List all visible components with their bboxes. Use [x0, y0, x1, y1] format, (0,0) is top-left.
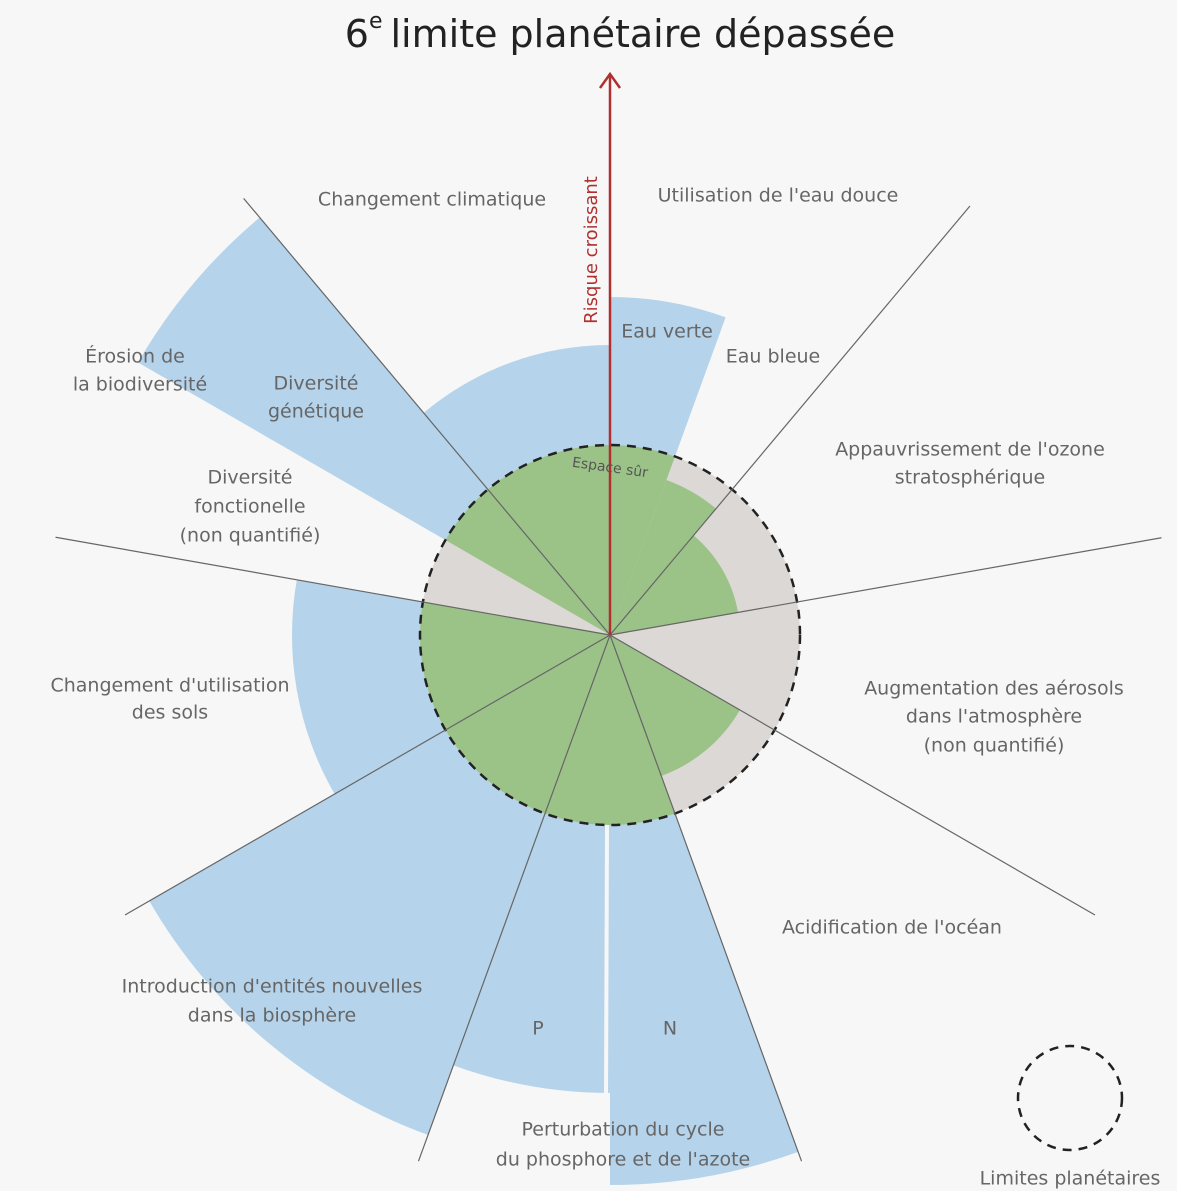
safe-wedge: [420, 602, 610, 730]
spoke: [609, 205, 971, 636]
boundary-label: (non quantifié): [924, 735, 1065, 757]
safe-wedge: [445, 489, 610, 635]
boundary-label: Utilisation de l'eau douce: [658, 185, 899, 207]
boundary-label: Perturbation du cycle: [522, 1119, 725, 1141]
sub-label: Eau bleue: [726, 346, 821, 368]
boundary-label: Acidification de l'océan: [782, 917, 1002, 939]
spoke: [124, 634, 611, 916]
legend-label: Limites planétaires: [980, 1168, 1161, 1190]
sub-label: (non quantifié): [180, 525, 321, 547]
title-number: 6: [345, 12, 369, 56]
legend-symbol: [1016, 1044, 1124, 1152]
spoke: [55, 536, 611, 636]
axis-label: Risque croissant: [581, 176, 602, 324]
boundary-label: du phosphore et de l'azote: [496, 1149, 750, 1171]
spoke: [609, 634, 1096, 916]
sub-label: génétique: [268, 401, 364, 423]
sub-label: Eau verte: [621, 321, 713, 343]
sub-label: N: [663, 1018, 677, 1040]
spoke: [417, 634, 611, 1162]
gap-line: [604, 824, 609, 1101]
sub-label: Diversité: [208, 467, 293, 489]
safe-wedge: [445, 635, 610, 814]
safe-wedge: [610, 479, 717, 635]
title-suffix: e: [369, 9, 383, 34]
safe-wedge: [487, 445, 610, 635]
risk-arrow-head: [598, 71, 622, 89]
spoke: [609, 537, 1162, 636]
spoke: [243, 197, 611, 636]
safe-wedge: [545, 635, 675, 826]
safe-wedge: [610, 635, 740, 776]
title-text: limite planétaire dépassée: [391, 12, 896, 56]
safe-boundary: [418, 443, 802, 827]
spoke: [609, 634, 803, 1162]
title: 6e limite planétaire dépassée: [345, 9, 895, 56]
boundary-label: Érosion de: [85, 345, 185, 368]
sub-label: P: [532, 1018, 543, 1040]
boundary-label: Introduction d'entités nouvelles: [122, 976, 423, 998]
boundary-label: dans la biosphère: [188, 1005, 356, 1027]
sub-label: Diversité: [274, 373, 359, 395]
boundary-label: Changement d'utilisation: [50, 675, 289, 697]
boundary-label: stratosphérique: [895, 467, 1045, 489]
boundary-label: des sols: [132, 702, 208, 724]
safe-wedge: [610, 445, 675, 635]
boundary-label: Appauvrissement de l'ozone: [835, 439, 1105, 461]
boundary-label: dans l'atmosphère: [906, 706, 1082, 728]
sub-label: fonctionelle: [194, 496, 305, 518]
safe-wedge: [610, 535, 739, 635]
shapes: [55, 71, 1162, 1185]
boundary-label: Changement climatique: [318, 189, 546, 211]
boundary-label: la biodiversité: [73, 374, 207, 396]
boundary-label: Augmentation des aérosols: [864, 678, 1124, 700]
